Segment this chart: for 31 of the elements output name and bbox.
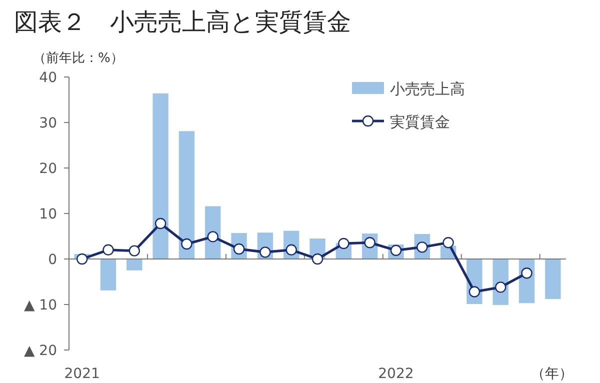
y-tick-label: 20 <box>39 161 57 177</box>
point <box>468 286 480 298</box>
bar <box>126 259 142 270</box>
point <box>312 253 324 265</box>
x-axis-title: （年） <box>531 366 573 382</box>
point <box>260 246 271 258</box>
bar <box>545 259 561 300</box>
point <box>442 237 454 248</box>
bar <box>100 259 116 290</box>
y-tick-label: 0 <box>48 252 57 268</box>
legend-label: 実質賃金 <box>390 113 450 131</box>
bar <box>178 131 195 259</box>
y-tick-label: ▲ 20 <box>24 343 57 359</box>
x-tick-label: 2022 <box>378 366 414 382</box>
y-tick-label: 30 <box>39 116 57 132</box>
chart-title: 図表２ 小売売上高と実質賃金 <box>14 8 351 36</box>
y-tick-label: 40 <box>39 70 57 86</box>
point <box>207 231 218 242</box>
x-tick-label: 2021 <box>64 366 100 382</box>
y-tick-label: ▲ 10 <box>24 298 57 314</box>
point <box>521 268 532 279</box>
point <box>102 244 114 256</box>
point <box>154 218 166 230</box>
y-tick-label: 10 <box>39 206 57 222</box>
point <box>181 238 192 250</box>
y-axis-title: （前年比：%） <box>33 51 124 66</box>
point <box>338 238 350 250</box>
legend-label: 小売売上高 <box>390 80 465 98</box>
bar <box>152 93 168 259</box>
point <box>76 253 88 265</box>
point <box>128 245 140 256</box>
